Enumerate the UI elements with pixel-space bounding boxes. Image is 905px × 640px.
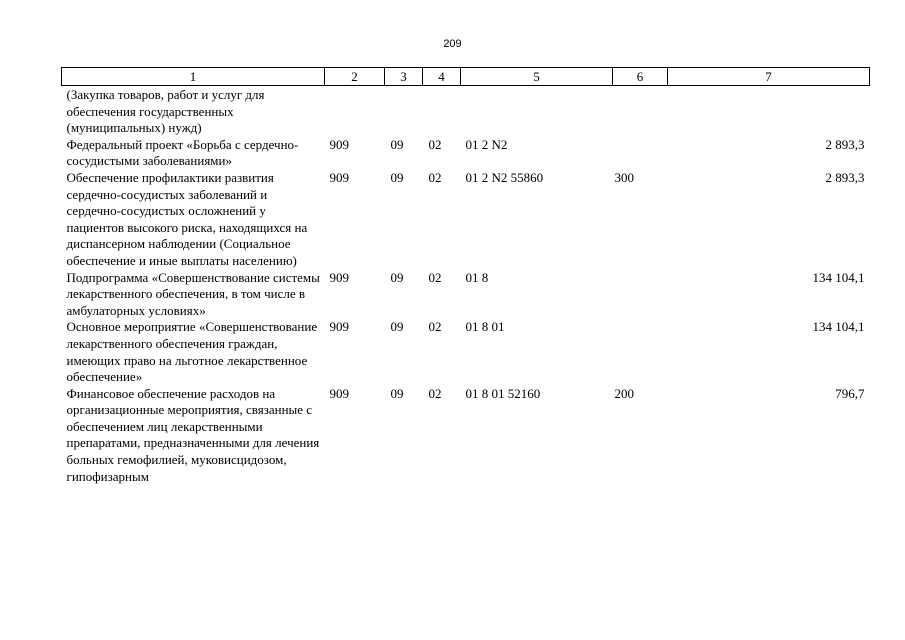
row-ministry: 909 bbox=[329, 136, 350, 152]
column-header-expense-type: 6 bbox=[612, 67, 668, 86]
row-expense-type: 200 bbox=[614, 385, 635, 401]
table-row: (Закупка товаров, работ и услуг для обес… bbox=[62, 86, 870, 137]
row-subsection: 02 bbox=[428, 385, 442, 401]
table-row: Основное мероприятие «Совершенствование … bbox=[62, 319, 870, 385]
row-target: 01 8 01 bbox=[465, 319, 505, 335]
row-expense-type bbox=[613, 319, 668, 385]
row-ministry: 909 bbox=[329, 385, 350, 401]
row-amount: 134 104,1 bbox=[812, 269, 865, 285]
row-ministry bbox=[325, 86, 385, 137]
row-target: 01 2 N2 55860 bbox=[465, 169, 544, 185]
row-amount bbox=[668, 86, 870, 137]
row-section: 09 bbox=[390, 169, 404, 185]
row-name: Финансовое обеспечение расходов на орган… bbox=[66, 385, 320, 484]
row-subsection bbox=[423, 86, 461, 137]
row-name: Подпрограмма «Совершенствование системы … bbox=[66, 269, 320, 318]
column-header-ministry: 2 bbox=[324, 67, 385, 86]
row-section bbox=[385, 86, 423, 137]
row-amount: 2 893,3 bbox=[825, 169, 865, 185]
row-expense-type: 300 bbox=[614, 169, 635, 185]
row-name: Основное мероприятие «Совершенствование … bbox=[66, 319, 318, 385]
row-target: 01 8 01 52160 bbox=[465, 385, 541, 401]
table-row: Подпрограмма «Совершенствование системы … bbox=[62, 270, 870, 320]
row-expense-type bbox=[613, 270, 668, 320]
column-header-target: 5 bbox=[460, 67, 613, 86]
row-amount: 134 104,1 bbox=[812, 319, 865, 335]
row-target: 01 2 N2 bbox=[465, 136, 508, 152]
row-section: 09 bbox=[390, 385, 404, 401]
page-number: 209 bbox=[443, 38, 462, 50]
row-name: Обеспечение профилактики развития сердеч… bbox=[66, 169, 308, 268]
table-row: Финансовое обеспечение расходов на орган… bbox=[62, 386, 870, 486]
row-name: (Закупка товаров, работ и услуг для обес… bbox=[66, 87, 265, 136]
row-subsection: 02 bbox=[428, 319, 442, 335]
column-header-name: 1 bbox=[61, 67, 325, 86]
row-target: 01 8 bbox=[465, 269, 489, 285]
table-row: Обеспечение профилактики развития сердеч… bbox=[62, 170, 870, 270]
row-ministry: 909 bbox=[329, 319, 350, 335]
column-header-subsection: 4 bbox=[422, 67, 461, 86]
row-section: 09 bbox=[390, 136, 404, 152]
row-subsection: 02 bbox=[428, 136, 442, 152]
budget-table: 1 2 3 4 5 6 7 (Закупка товаров, работ и … bbox=[61, 67, 870, 485]
row-amount: 796,7 bbox=[835, 385, 865, 401]
table-header-row: 1 2 3 4 5 6 7 bbox=[61, 67, 870, 86]
row-expense-type bbox=[613, 137, 668, 170]
row-ministry: 909 bbox=[329, 169, 350, 185]
row-amount: 2 893,3 bbox=[825, 136, 865, 152]
column-header-section: 3 bbox=[384, 67, 423, 86]
table-row: Федеральный проект «Борьба с сердечно-со… bbox=[62, 137, 870, 170]
row-section: 09 bbox=[390, 269, 404, 285]
row-section: 09 bbox=[390, 319, 404, 335]
row-name: Федеральный проект «Борьба с сердечно-со… bbox=[66, 136, 299, 169]
row-subsection: 02 bbox=[428, 169, 442, 185]
row-expense-type bbox=[613, 86, 668, 137]
row-target bbox=[461, 86, 613, 137]
row-subsection: 02 bbox=[428, 269, 442, 285]
row-ministry: 909 bbox=[329, 269, 350, 285]
column-header-amount: 7 bbox=[667, 67, 870, 86]
